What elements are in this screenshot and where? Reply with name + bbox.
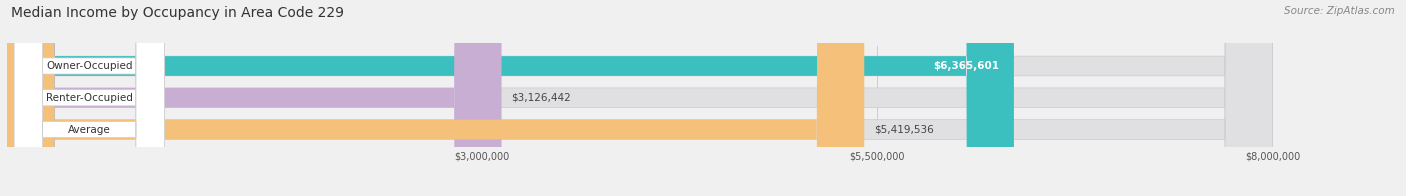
Text: Renter-Occupied: Renter-Occupied <box>46 93 132 103</box>
FancyBboxPatch shape <box>7 0 1272 196</box>
FancyBboxPatch shape <box>7 0 502 196</box>
Text: Source: ZipAtlas.com: Source: ZipAtlas.com <box>1284 6 1395 16</box>
Text: Median Income by Occupancy in Area Code 229: Median Income by Occupancy in Area Code … <box>11 6 344 20</box>
FancyBboxPatch shape <box>7 0 865 196</box>
FancyBboxPatch shape <box>7 0 1272 196</box>
Text: $6,365,601: $6,365,601 <box>934 61 1000 71</box>
FancyBboxPatch shape <box>14 0 165 196</box>
FancyBboxPatch shape <box>7 0 1272 196</box>
FancyBboxPatch shape <box>7 0 1014 196</box>
FancyBboxPatch shape <box>14 0 165 196</box>
Text: $5,419,536: $5,419,536 <box>873 124 934 134</box>
Text: $3,126,442: $3,126,442 <box>510 93 571 103</box>
FancyBboxPatch shape <box>14 0 165 196</box>
Text: Owner-Occupied: Owner-Occupied <box>46 61 132 71</box>
Text: Average: Average <box>67 124 111 134</box>
